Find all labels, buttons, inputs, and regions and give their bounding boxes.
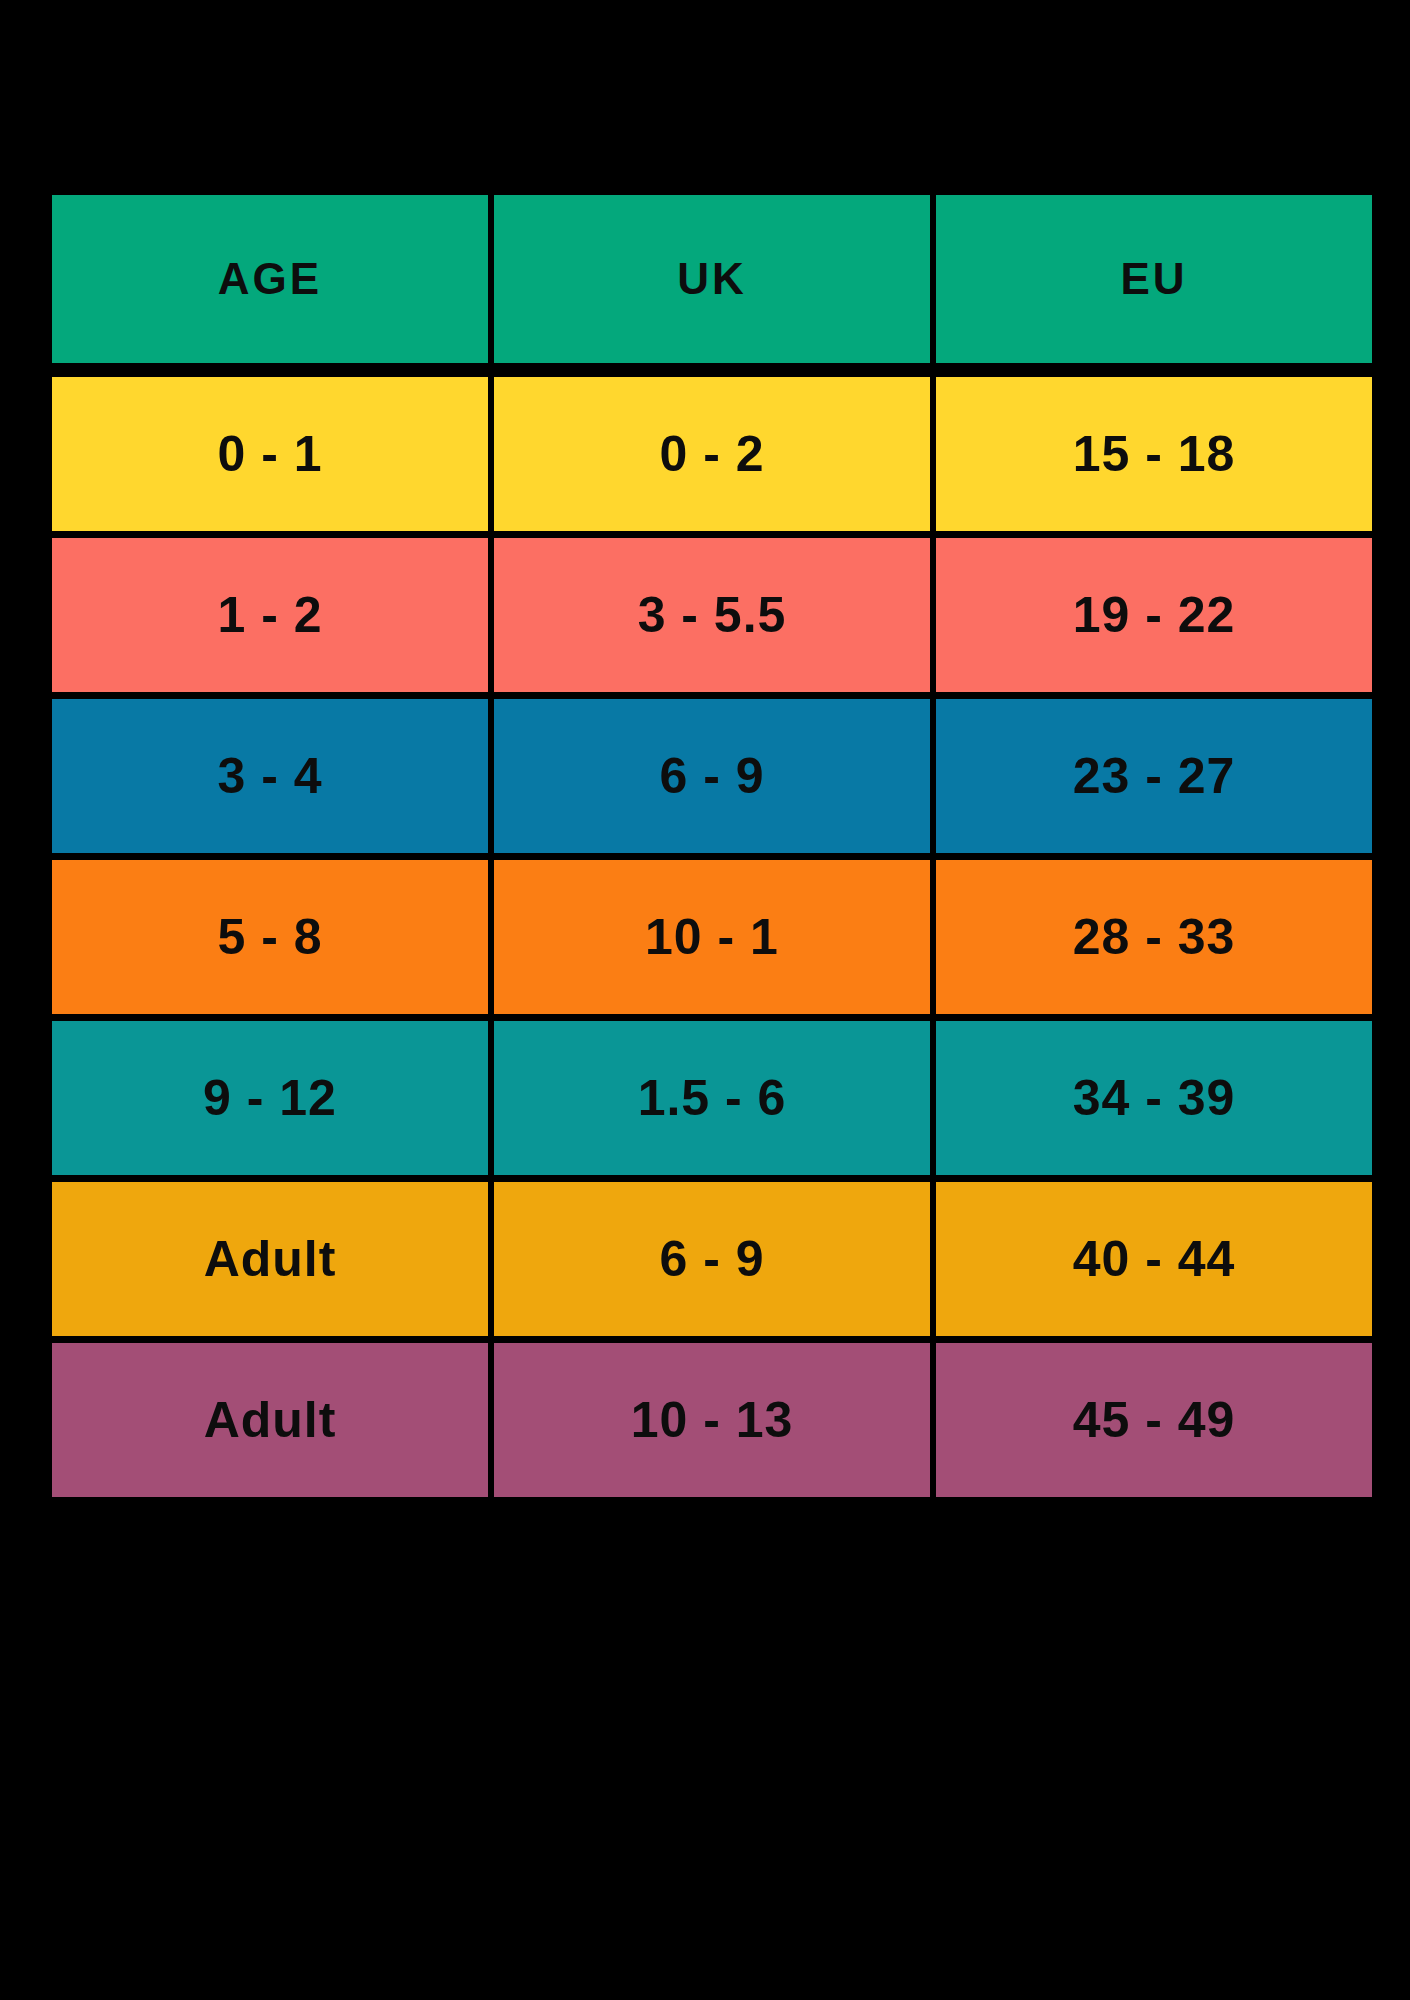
- table-cell-uk: 0 - 2: [494, 377, 930, 531]
- table-row: Adult 10 - 13 45 - 49: [52, 1343, 1372, 1497]
- table-row: 0 - 1 0 - 2 15 - 18: [52, 377, 1372, 531]
- header-cell-age: AGE: [52, 195, 488, 363]
- table-cell-uk: 6 - 9: [494, 1182, 930, 1336]
- sock-size-chart-page: { "chart_data": { "type": "table", "colu…: [0, 0, 1410, 2000]
- header-cell-eu: EU: [936, 195, 1372, 363]
- table-cell-age: Adult: [52, 1182, 488, 1336]
- table-cell-uk: 1.5 - 6: [494, 1021, 930, 1175]
- table-cell-age: 0 - 1: [52, 377, 488, 531]
- table-row: Adult 6 - 9 40 - 44: [52, 1182, 1372, 1336]
- table-cell-age: Adult: [52, 1343, 488, 1497]
- table-cell-eu: 23 - 27: [936, 699, 1372, 853]
- table-cell-uk: 10 - 13: [494, 1343, 930, 1497]
- table-cell-eu: 45 - 49: [936, 1343, 1372, 1497]
- table-row: 1 - 2 3 - 5.5 19 - 22: [52, 538, 1372, 692]
- header-cell-uk: UK: [494, 195, 930, 363]
- table-cell-eu: 28 - 33: [936, 860, 1372, 1014]
- table-cell-eu: 19 - 22: [936, 538, 1372, 692]
- table-cell-eu: 15 - 18: [936, 377, 1372, 531]
- table-cell-age: 3 - 4: [52, 699, 488, 853]
- table-cell-eu: 34 - 39: [936, 1021, 1372, 1175]
- table-cell-uk: 3 - 5.5: [494, 538, 930, 692]
- table-row: 3 - 4 6 - 9 23 - 27: [52, 699, 1372, 853]
- table-cell-age: 5 - 8: [52, 860, 488, 1014]
- table-row: 5 - 8 10 - 1 28 - 33: [52, 860, 1372, 1014]
- size-conversion-table: AGE UK EU 0 - 1 0 - 2 15 - 18 1 - 2 3 - …: [52, 195, 1372, 1497]
- table-cell-uk: 6 - 9: [494, 699, 930, 853]
- table-cell-age: 1 - 2: [52, 538, 488, 692]
- table-header-row: AGE UK EU: [52, 195, 1372, 363]
- table-row: 9 - 12 1.5 - 6 34 - 39: [52, 1021, 1372, 1175]
- table-cell-age: 9 - 12: [52, 1021, 488, 1175]
- table-cell-eu: 40 - 44: [936, 1182, 1372, 1336]
- table-cell-uk: 10 - 1: [494, 860, 930, 1014]
